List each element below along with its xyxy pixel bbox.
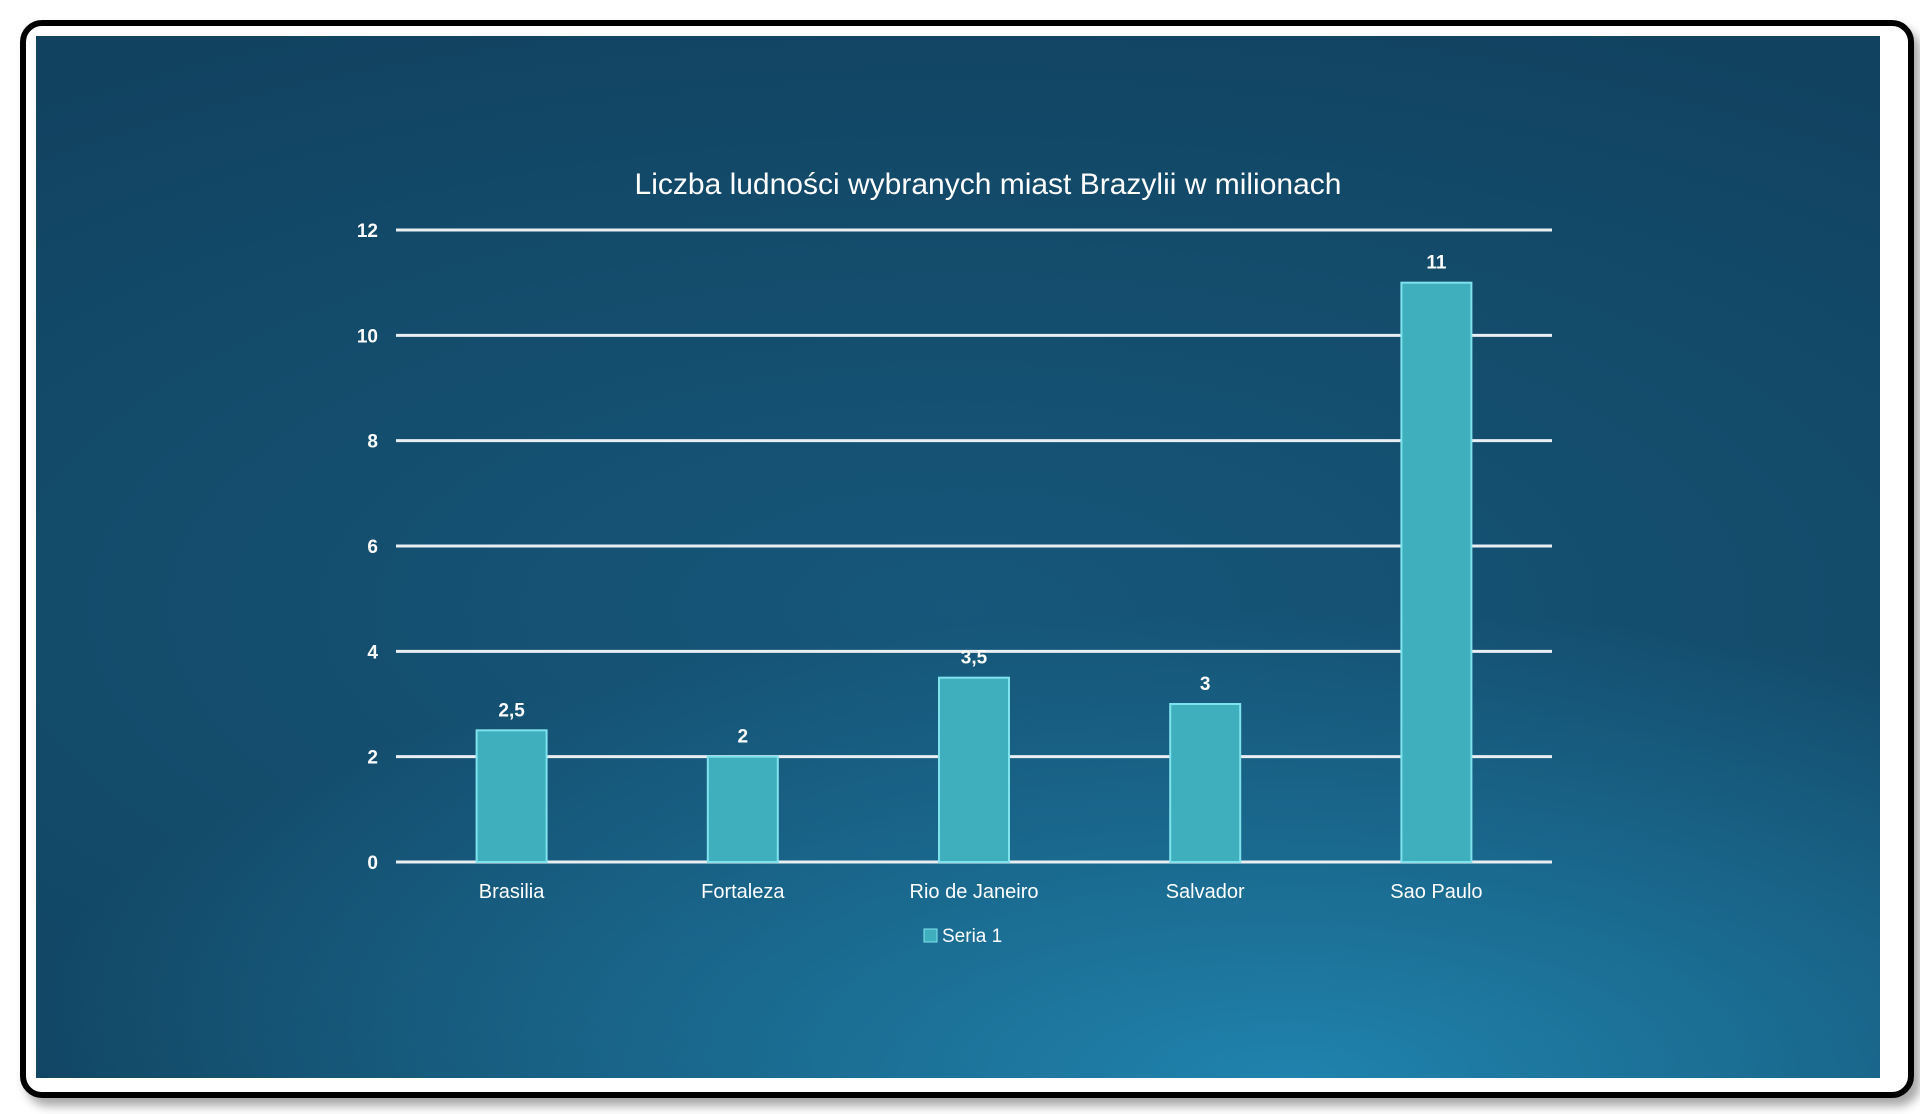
bar-salvador — [1169, 703, 1242, 863]
data-label-sao-paulo: 11 — [1426, 253, 1447, 274]
y-tick-label-12: 12 — [357, 221, 378, 242]
y-tick-label-10: 10 — [357, 326, 378, 347]
data-label-salvador: 3 — [1200, 674, 1211, 695]
y-tick-label-6: 6 — [367, 537, 378, 558]
data-label-fortaleza: 2 — [738, 727, 749, 748]
chart-slide: Liczba ludności wybranych miast Brazylii… — [36, 36, 1880, 1078]
y-tick-label-4: 4 — [367, 642, 378, 663]
legend-label-seria-1: Seria 1 — [942, 926, 1002, 947]
data-label-brasilia: 2,5 — [498, 700, 525, 721]
y-tick-label-8: 8 — [367, 432, 378, 453]
bar-fortaleza — [706, 755, 779, 864]
bars — [475, 281, 1473, 864]
y-axis-ticks: 0 2 4 6 8 10 12 — [357, 221, 379, 874]
gridlines — [396, 228, 1552, 864]
x-tick-label-fortaleza: Fortaleza — [701, 881, 785, 903]
x-tick-label-brasilia: Brasilia — [479, 881, 545, 903]
x-tick-label-salvador: Salvador — [1166, 881, 1245, 903]
bar-rio-de-janeiro — [938, 676, 1010, 864]
data-labels: 2,5 2 3,5 3 11 — [498, 253, 1446, 748]
data-label-rio-de-janeiro: 3,5 — [961, 648, 988, 669]
bar-sao-paulo — [1400, 281, 1473, 863]
x-tick-label-rio-de-janeiro: Rio de Janeiro — [910, 881, 1039, 903]
legend-swatch — [923, 928, 938, 943]
y-tick-label-2: 2 — [367, 748, 378, 769]
x-tick-label-sao-paulo: Sao Paulo — [1390, 881, 1482, 903]
bar-chart: Liczba ludności wybranych miast Brazylii… — [357, 168, 1552, 947]
bar-brasilia — [475, 729, 548, 863]
legend: Seria 1 — [923, 926, 1002, 947]
chart-title: Liczba ludności wybranych miast Brazylii… — [635, 168, 1342, 201]
x-axis-ticks: Brasilia Fortaleza Rio de Janeiro Salvador S… — [479, 881, 1483, 903]
y-tick-label-0: 0 — [367, 853, 378, 874]
